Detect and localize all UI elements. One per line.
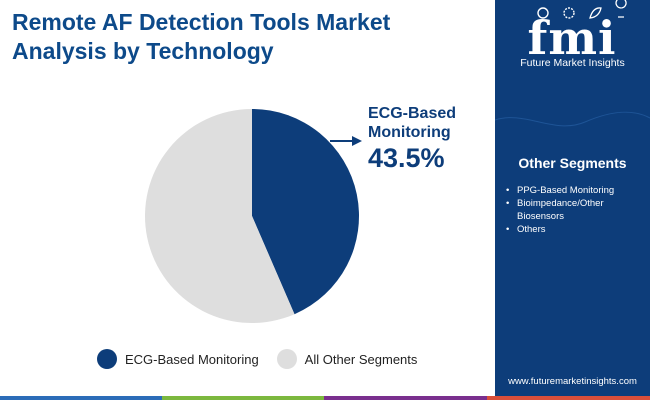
website-url: www.futuremarketinsights.com (508, 376, 637, 387)
other-segments-list: PPG-Based Monitoring Bioimpedance/Other … (506, 184, 644, 236)
leaf-icon (589, 7, 602, 19)
logo-letters: fmi (528, 11, 617, 65)
bulb-icon (615, 0, 627, 18)
footer-strip-1 (0, 396, 162, 400)
sidebar: fmi Future Market Insights Other Segment… (495, 0, 650, 400)
footer-strip-3 (324, 396, 487, 400)
other-segments-title: Other Segments (518, 155, 627, 171)
chart-area: ECG-Based Monitoring 43.5% (144, 105, 457, 324)
annotation-arrow-head (352, 136, 362, 146)
list-item: Bioimpedance/Other Biosensors (506, 197, 644, 223)
chart-title: Remote AF Detection Tools Market Analysi… (12, 9, 391, 64)
pie-slice-ecg-based-monitoring (252, 109, 359, 315)
annotation-value: 43.5% (368, 143, 445, 173)
gear-icon (563, 7, 575, 19)
fmi-logo: fmi (495, 0, 650, 127)
wave-decoration (495, 111, 650, 127)
legend-swatch-ecg (97, 349, 117, 369)
legend-label-ecg: ECG-Based Monitoring (125, 351, 259, 367)
globe-icon (537, 7, 549, 19)
footer-strip-4 (487, 396, 650, 400)
list-item: PPG-Based Monitoring (506, 184, 644, 197)
annotation-label: ECG-Based Monitoring (368, 105, 457, 141)
legend-item-ecg: ECG-Based Monitoring (97, 349, 259, 369)
legend-item-other: All Other Segments (276, 349, 418, 369)
pie-chart (144, 108, 362, 324)
list-item: Others (506, 223, 644, 236)
footer-strip-2 (162, 396, 324, 400)
legend: ECG-Based Monitoring All Other Segments (97, 347, 417, 371)
legend-swatch-other (276, 349, 297, 369)
logo-text: Future Market Insights (520, 57, 625, 69)
pie-slice-all-other-segments (144, 108, 295, 324)
legend-label-other: All Other Segments (304, 351, 418, 367)
